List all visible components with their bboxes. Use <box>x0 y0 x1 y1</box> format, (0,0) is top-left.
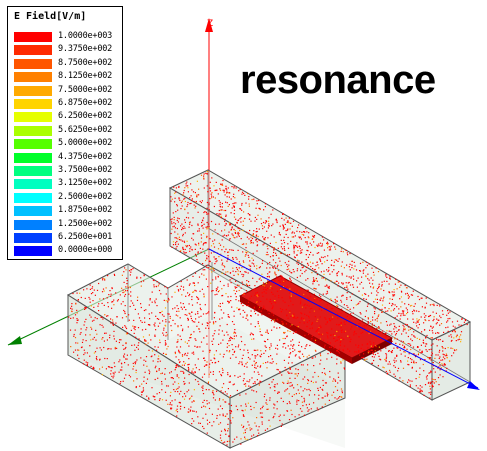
legend-value: 3.1250e+002 <box>58 178 113 189</box>
legend-swatch <box>14 32 52 42</box>
legend-value: 8.7500e+002 <box>58 57 113 68</box>
legend-swatch <box>14 166 52 176</box>
legend-value: 3.7500e+002 <box>58 165 113 175</box>
legend-swatch <box>14 72 52 83</box>
field-particles <box>68 170 468 446</box>
legend-value: 0.0000e+000 <box>58 245 113 256</box>
legend-swatch <box>14 45 52 56</box>
legend-swatch <box>14 233 52 243</box>
y-axis-arrow <box>8 336 22 345</box>
legend-value: 6.2500e+001 <box>58 232 113 242</box>
x-axis-arrow <box>467 381 480 390</box>
overlay-label: resonance <box>240 58 436 102</box>
legend-value: 9.3750e+002 <box>58 44 113 55</box>
legend-swatch <box>14 192 52 203</box>
legend-value: 8.1250e+002 <box>58 71 113 82</box>
z-axis-arrow <box>205 18 213 32</box>
legend-swatch <box>14 99 52 109</box>
z-axis-label: Z <box>207 19 213 29</box>
legend-swatch <box>14 125 52 136</box>
field-legend[interactable]: E Field[V/m] 1.0000e+003 9.3750e+002 8.750… <box>7 6 123 260</box>
legend-value: 6.8750e+002 <box>58 98 113 108</box>
legend-swatch <box>14 58 52 69</box>
legend-swatch <box>14 219 52 230</box>
legend-swatch <box>14 179 52 190</box>
legend-value: 5.0000e+002 <box>58 138 113 149</box>
legend-value: 4.3750e+002 <box>58 151 113 162</box>
legend-value: 1.8750e+002 <box>58 205 113 216</box>
legend-swatch <box>14 152 52 163</box>
legend-swatch <box>14 206 52 217</box>
legend-swatch <box>14 85 52 96</box>
legend-swatch <box>14 139 52 150</box>
legend-swatch <box>14 246 52 257</box>
legend-swatch <box>14 112 52 123</box>
legend-value: 5.6250e+002 <box>58 124 113 135</box>
legend-value: 7.5000e+002 <box>58 84 113 95</box>
legend-title: E Field[V/m] <box>14 11 87 22</box>
legend-value: 6.2500e+002 <box>58 111 113 122</box>
legend-value: 1.2500e+002 <box>58 218 113 229</box>
legend-value: 2.5000e+002 <box>58 191 113 202</box>
legend-value: 1.0000e+003 <box>58 31 113 41</box>
x-axis <box>208 248 479 389</box>
